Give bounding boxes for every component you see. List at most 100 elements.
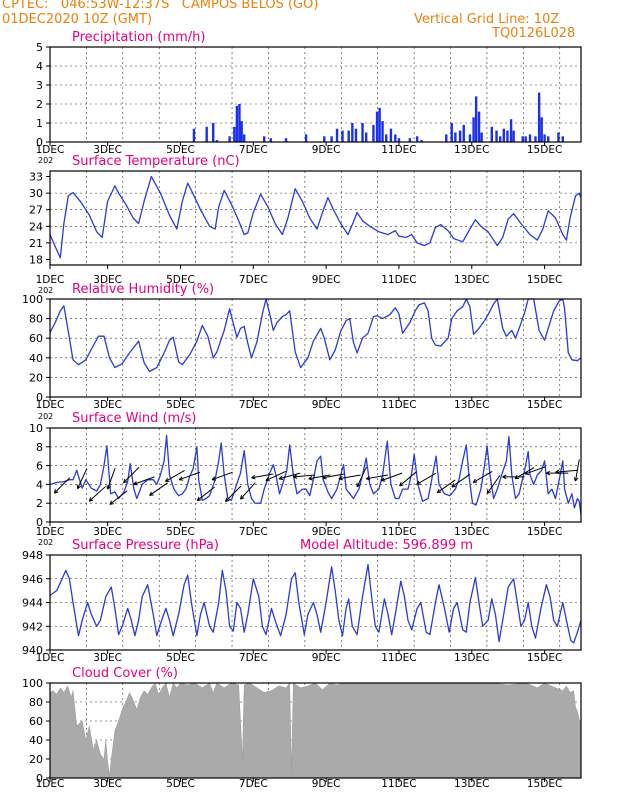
wind-arrow-shaft xyxy=(436,479,456,493)
y-tick-label: 2 xyxy=(36,497,43,510)
precip-bar xyxy=(304,134,308,142)
wind-arrow-shaft xyxy=(381,472,403,482)
wind-arrow-head xyxy=(546,470,551,474)
wind-arrow-head xyxy=(451,483,455,488)
wind-arrow-shaft xyxy=(293,474,316,478)
x-tick-label: 3DEC xyxy=(93,778,122,790)
panel-1 xyxy=(46,46,582,146)
y-tick-label: 0 xyxy=(36,136,43,149)
wind-arrow-shaft xyxy=(53,477,71,494)
precip-bar xyxy=(240,121,243,142)
precip-bar xyxy=(235,105,239,142)
wind-arrow-shaft xyxy=(322,473,345,479)
wind-arrow-shaft xyxy=(278,472,301,480)
wind-arrow-shaft xyxy=(165,470,185,482)
wind-arrow-head xyxy=(239,495,242,500)
x-tick-label: 7DEC xyxy=(239,526,268,538)
wind-arrow-shaft xyxy=(240,482,256,500)
precip-bar xyxy=(468,134,472,142)
y-tick-label: 0 xyxy=(36,516,43,529)
x-tick-label: 1DEC xyxy=(36,778,65,790)
wind-arrow-head xyxy=(88,497,92,502)
series-line xyxy=(49,298,582,373)
y-tick-label: 18 xyxy=(29,253,43,266)
panel-5 xyxy=(46,554,582,654)
y-tick-label: 940 xyxy=(22,644,43,657)
panel-frame xyxy=(49,682,582,779)
precip-bar xyxy=(341,130,344,142)
wind-arrow-shaft xyxy=(77,468,88,489)
precip-bar xyxy=(330,136,333,142)
wind-arrow-head xyxy=(278,475,283,480)
precip-bar xyxy=(364,132,368,142)
y-tick-label: 20 xyxy=(29,371,43,384)
precip-bar xyxy=(495,130,498,142)
run-date: 01DEC2020 10Z (GMT) xyxy=(2,12,153,27)
wind-arrow-shaft xyxy=(251,473,274,479)
x-tick-label: 13DEC xyxy=(454,399,489,411)
wind-arrow xyxy=(53,477,71,494)
precip-bar xyxy=(384,134,388,142)
precip-bar xyxy=(528,134,532,142)
precip-bar xyxy=(238,104,241,142)
precip-bar xyxy=(242,134,246,142)
wind-arrow xyxy=(472,470,493,483)
x-tick-label: 9DEC xyxy=(312,526,341,538)
wind-arrow-head xyxy=(293,474,297,478)
y-tick-label: 80 xyxy=(29,313,43,326)
precip-bar xyxy=(561,136,564,142)
x-tick-label: 3DEC xyxy=(93,144,122,156)
panel-2 xyxy=(46,170,582,269)
wind-arrow-head xyxy=(555,471,560,475)
wind-arrow-shaft xyxy=(149,482,168,496)
wind-arrow xyxy=(322,473,345,480)
wind-arrow-head xyxy=(472,478,476,483)
y-tick-label: 942 xyxy=(22,620,43,633)
wind-arrow xyxy=(165,470,185,482)
wind-arrow-shaft xyxy=(366,474,389,480)
wind-arrow-head xyxy=(196,496,200,501)
wind-arrow-head xyxy=(178,476,183,481)
series-line xyxy=(49,434,582,515)
wind-arrow-head xyxy=(165,477,169,482)
wind-arrow-shaft xyxy=(179,471,201,481)
wind-arrow xyxy=(149,482,168,496)
precip-bar xyxy=(454,132,457,142)
wind-arrow-shaft xyxy=(486,475,501,494)
x-tick-label: 15DEC xyxy=(527,399,562,411)
wind-arrow-head xyxy=(107,486,111,490)
year-label: 202 xyxy=(38,412,53,421)
precip-bar xyxy=(490,126,493,142)
precip-bar xyxy=(192,128,196,142)
x-tick-label: 15DEC xyxy=(527,274,562,286)
y-tick-label: 4 xyxy=(36,60,43,73)
wind-arrow xyxy=(365,474,389,481)
panel-frame xyxy=(49,170,582,266)
wind-arrow xyxy=(211,471,233,481)
wind-arrow-shaft xyxy=(338,474,361,480)
precip-bar xyxy=(228,136,231,142)
y-tick-label: 60 xyxy=(29,332,43,345)
y-tick-label: 27 xyxy=(29,204,43,217)
x-tick-label: 15DEC xyxy=(527,526,562,538)
precip-bar xyxy=(415,136,419,142)
x-tick-label: 9DEC xyxy=(312,144,341,156)
precip-bar xyxy=(498,136,502,142)
wind-arrow xyxy=(555,469,578,475)
x-tick-label: 3DEC xyxy=(93,399,122,411)
precip-bar xyxy=(547,136,550,142)
x-tick-label: 7DEC xyxy=(239,399,268,411)
wind-arrow-shaft xyxy=(514,467,535,480)
y-tick-label: 946 xyxy=(22,573,43,586)
y-tick-label: 1 xyxy=(36,117,43,130)
wind-arrow-shaft xyxy=(308,474,331,480)
precip-bar xyxy=(408,138,412,142)
x-tick-label: 5DEC xyxy=(166,399,195,411)
x-tick-label: 5DEC xyxy=(166,778,195,790)
model-id: TQ0126L028 xyxy=(492,26,576,41)
x-tick-label: 11DEC xyxy=(381,652,416,664)
x-tick-label: 13DEC xyxy=(454,144,489,156)
precip-bar xyxy=(351,123,354,142)
precip-bar xyxy=(205,126,208,142)
x-tick-label: 11DEC xyxy=(381,778,416,790)
